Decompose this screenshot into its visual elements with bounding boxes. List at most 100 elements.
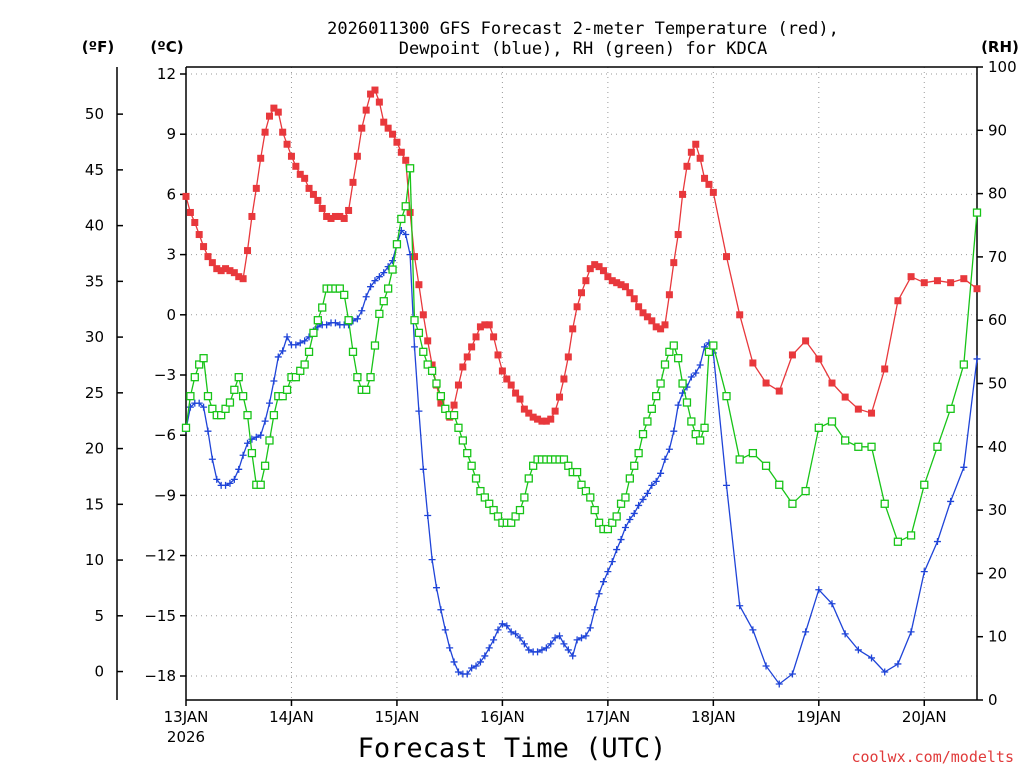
2-meter-temperature-point [217, 267, 225, 275]
2-meter-temperature-point [907, 273, 915, 281]
2-meter-temperature-point [507, 381, 515, 389]
dewpoint-point [512, 630, 520, 638]
rh-point [559, 455, 569, 464]
celsius-tick-label: −3 [154, 366, 176, 384]
rh-point [225, 398, 235, 407]
rh-point [269, 410, 279, 420]
dewpoint-point [586, 624, 594, 632]
2-meter-temperature-point [274, 108, 282, 116]
2-meter-temperature-point [494, 351, 502, 359]
dewpoint-point [468, 664, 476, 672]
rh-point [577, 480, 586, 489]
2-meter-temperature-point [538, 417, 546, 425]
rh-point [441, 404, 450, 413]
2-meter-temperature-point [613, 279, 621, 287]
2-meter-temperature-point [701, 174, 709, 182]
rh-point [687, 417, 696, 426]
rh-tick-label: 0 [988, 691, 998, 709]
2-meter-temperature-point [459, 363, 467, 371]
dewpoint-point [331, 319, 339, 327]
rh-point [190, 373, 199, 382]
dewpoint-point [788, 670, 796, 678]
rh-point [366, 373, 375, 382]
rh-point [247, 448, 257, 458]
dewpoint-point [472, 662, 480, 670]
2-meter-temperature-point [973, 285, 981, 293]
dewpoint-point [665, 445, 673, 453]
rh-tick-label: 10 [988, 628, 1007, 646]
2-meter-temperature-point [331, 212, 339, 220]
2-meter-temperature-point [578, 289, 585, 297]
dewpoint-point [257, 431, 265, 439]
rh-point [638, 429, 648, 439]
dewpoint-point [265, 399, 273, 407]
2-meter-temperature-point [762, 379, 770, 387]
dewpoint-point [279, 347, 287, 355]
2-meter-temperature-point [476, 323, 484, 331]
2-meter-temperature-point [340, 214, 348, 222]
fahrenheit-tick-label: 20 [85, 440, 104, 458]
2-meter-temperature-point [393, 138, 401, 146]
rh-point [841, 436, 850, 445]
2-meter-temperature-point [868, 409, 876, 417]
dewpoint-point [367, 283, 375, 291]
2-meter-temperature-point [705, 180, 713, 188]
dewpoint-point [960, 463, 968, 471]
dewpoint-point [375, 273, 383, 281]
dewpoint-point [802, 628, 810, 636]
celsius-axis-ticks: 12 9 6 3 0 −3 −6 −9 −12 −15 −18 [144, 65, 186, 685]
chart-title: 2026011300 GFS Forecast 2-meter Temperat… [327, 19, 839, 59]
2-meter-temperature-point [323, 212, 331, 220]
chart-axes [116, 66, 978, 701]
rh-point [199, 354, 208, 363]
2-meter-temperature-point [490, 333, 498, 341]
rh-point [449, 410, 459, 420]
2-meter-temperature-point [643, 313, 651, 321]
rh-point [933, 442, 942, 451]
2-meter-temperature-point [960, 275, 968, 283]
dewpoint-point [692, 369, 700, 377]
dewpoint-point [498, 620, 506, 628]
2-meter-temperature-point [687, 148, 695, 156]
2-meter-temperature-point [665, 291, 673, 299]
2-meter-temperature-point [454, 381, 462, 389]
rh-point [507, 518, 516, 527]
rh-point [621, 493, 630, 502]
fahrenheit-tick-label: 50 [85, 105, 104, 123]
dewpoint-point [476, 658, 484, 666]
2-meter-temperature-point [336, 212, 344, 220]
rh-tick-label: 50 [988, 375, 1007, 393]
dewpoint-point [599, 578, 607, 586]
rh-point [335, 284, 344, 293]
rh-point [256, 480, 265, 489]
2-meter-temperature-point [314, 196, 322, 204]
2-meter-temperature-point [208, 259, 216, 267]
fahrenheit-tick-label: 45 [85, 161, 104, 179]
dewpoint-point [520, 640, 528, 648]
data-series [181, 86, 982, 688]
dewpoint-point [661, 455, 669, 463]
time-tick-label: 14JAN [269, 708, 314, 726]
time-tick-label: 16JAN [480, 708, 525, 726]
rh-point [669, 341, 678, 350]
rh-tick-label: 60 [988, 311, 1007, 329]
dewpoint-point [635, 501, 643, 509]
celsius-tick-label: −15 [144, 607, 176, 625]
dewpoint-point [933, 538, 941, 546]
dewpoint-point [208, 455, 216, 463]
rh-point [313, 316, 322, 325]
fahrenheit-tick-label: 35 [85, 272, 104, 290]
dewpoint-point [222, 481, 230, 489]
dewpoint-point [450, 658, 458, 666]
2-meter-temperature-point [920, 279, 928, 287]
dewpoint-point [252, 433, 260, 441]
dewpoint-point [841, 630, 849, 638]
2-meter-temperature-point [292, 162, 300, 170]
rh-point [278, 392, 287, 401]
grid-lines [186, 67, 977, 700]
rh-point [691, 429, 700, 439]
2-meter-temperature-point [569, 325, 577, 333]
rh-tick-label: 20 [988, 564, 1007, 582]
rh-point [700, 423, 709, 432]
fahrenheit-tick-label: 25 [85, 384, 104, 402]
